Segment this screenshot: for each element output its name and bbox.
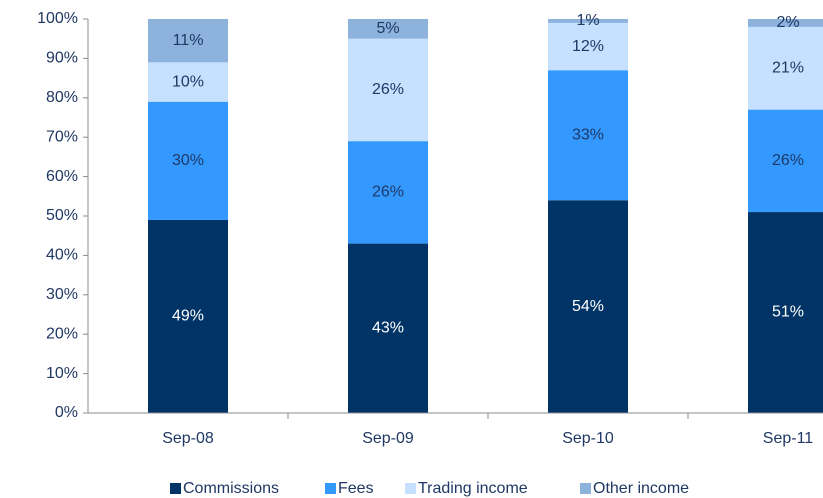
x-tick-label: Sep-09	[362, 430, 414, 447]
legend-swatch	[580, 483, 591, 494]
data-label: 51%	[772, 304, 804, 321]
data-label: 5%	[376, 20, 399, 37]
bar-segment	[148, 62, 228, 102]
x-tick-label: Sep-10	[562, 430, 614, 447]
y-tick-label: 30%	[46, 286, 78, 303]
data-label: 11%	[173, 32, 204, 49]
data-label: 12%	[572, 38, 604, 55]
legend-label: Trading income	[418, 480, 528, 497]
data-label: 21%	[772, 59, 804, 76]
y-tick-label: 70%	[46, 128, 78, 145]
bar-segment	[748, 212, 823, 413]
y-tick-label: 100%	[37, 10, 78, 27]
legend-swatch	[325, 483, 336, 494]
bar-segment	[548, 22, 628, 71]
data-label: 10%	[172, 73, 204, 90]
data-label: 43%	[372, 320, 404, 337]
data-label: 26%	[772, 152, 804, 169]
data-label: 49%	[172, 308, 204, 325]
bar-segment	[348, 19, 428, 39]
y-tick-label: 90%	[46, 50, 78, 67]
data-label: 33%	[572, 126, 604, 143]
bar-segment	[748, 109, 823, 213]
data-label: 30%	[172, 152, 204, 169]
bar-segment	[148, 101, 228, 220]
x-tick-label: Sep-11	[763, 430, 814, 447]
bar-segment	[348, 141, 428, 244]
data-label: 2%	[776, 14, 799, 31]
legend-label: Other income	[593, 480, 689, 497]
bar-segment	[548, 19, 628, 23]
y-tick-label: 0%	[55, 404, 78, 421]
y-tick-label: 50%	[46, 207, 78, 224]
data-label: 1%	[576, 12, 599, 29]
data-label: 54%	[572, 298, 604, 315]
legend-label: Commissions	[183, 480, 279, 497]
y-tick-label: 80%	[46, 89, 78, 106]
y-tick-label: 60%	[46, 168, 78, 185]
bar-segment	[148, 19, 228, 63]
x-tick-label: Sep-08	[162, 430, 214, 447]
bar-segment	[348, 38, 428, 142]
bar-segment	[348, 243, 428, 413]
bar-segment	[748, 19, 823, 27]
legend-swatch	[170, 483, 181, 494]
data-label: 26%	[372, 184, 404, 201]
legend-swatch	[405, 483, 416, 494]
bar-segment	[548, 70, 628, 201]
legend-label: Fees	[338, 480, 374, 497]
y-tick-label: 10%	[46, 365, 78, 382]
bar-segment	[148, 219, 228, 413]
y-tick-label: 20%	[46, 325, 78, 342]
y-tick-label: 40%	[46, 247, 78, 264]
bar-segment	[548, 200, 628, 413]
bar-segment	[748, 26, 823, 110]
data-label: 26%	[372, 81, 404, 98]
